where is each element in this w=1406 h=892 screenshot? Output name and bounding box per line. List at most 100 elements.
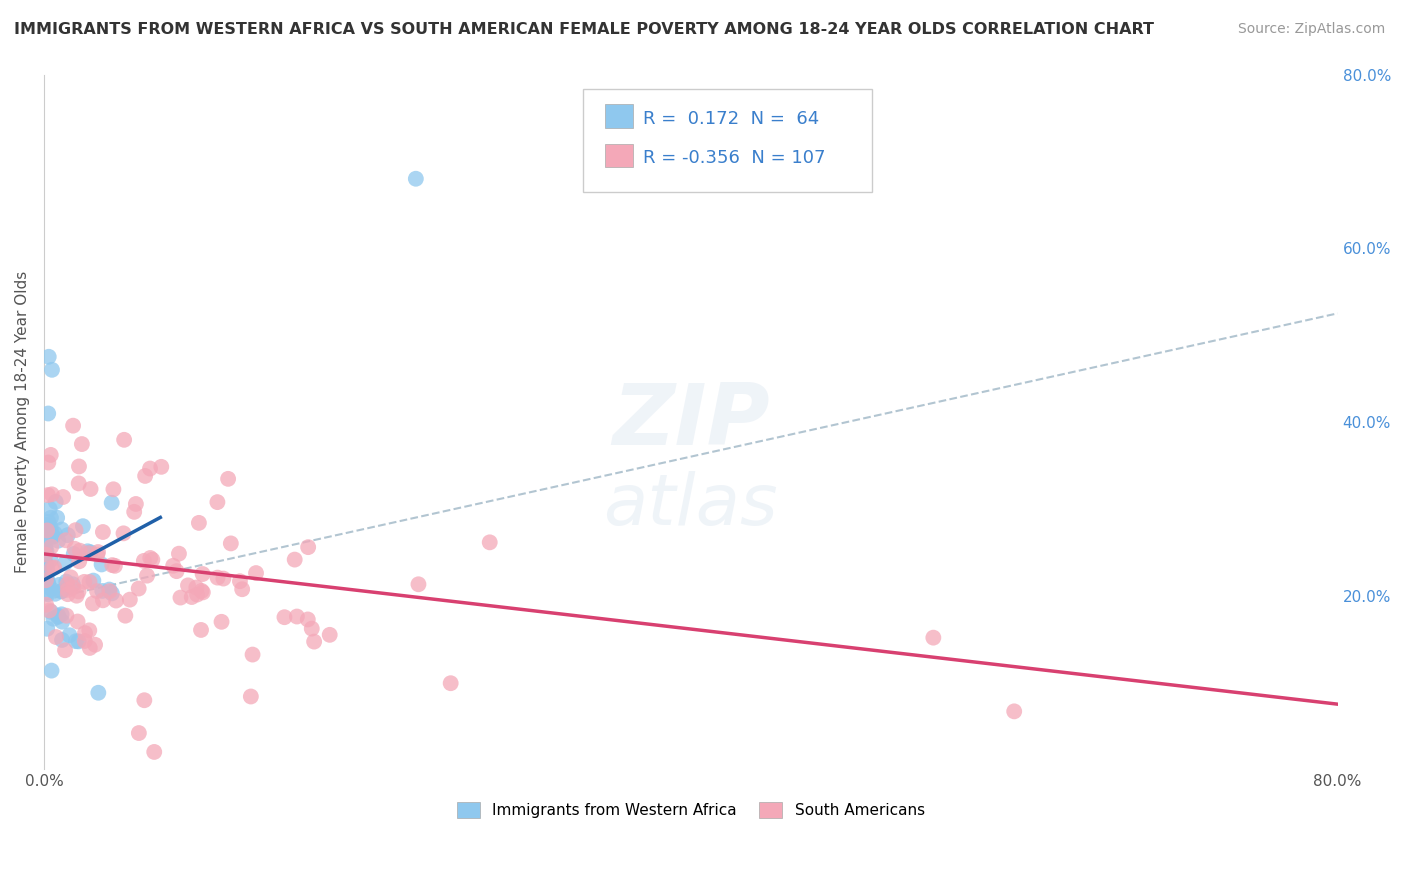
South Americans — [91, 524, 114, 539]
South Americans — [301, 622, 323, 636]
South Americans — [55, 608, 77, 623]
South Americans — [77, 546, 100, 560]
South Americans — [166, 564, 188, 578]
Immigrants from Western Africa — [46, 510, 69, 524]
Immigrants from Western Africa — [39, 553, 62, 567]
Immigrants from Western Africa — [37, 576, 59, 591]
Immigrants from Western Africa — [46, 533, 69, 548]
South Americans — [245, 566, 267, 580]
Immigrants from Western Africa — [35, 544, 58, 558]
South Americans — [39, 448, 62, 462]
South Americans — [167, 547, 190, 561]
Immigrants from Western Africa — [39, 510, 62, 524]
Immigrants from Western Africa — [38, 515, 60, 529]
Y-axis label: Female Poverty Among 18-24 Year Olds: Female Poverty Among 18-24 Year Olds — [15, 271, 30, 573]
South Americans — [186, 581, 208, 595]
South Americans — [191, 585, 214, 599]
South Americans — [65, 589, 87, 603]
South Americans — [56, 582, 79, 597]
Immigrants from Western Africa — [91, 583, 114, 598]
South Americans — [98, 584, 121, 599]
South Americans — [285, 609, 308, 624]
Immigrants from Western Africa — [46, 608, 69, 623]
South Americans — [79, 640, 101, 655]
South Americans — [134, 469, 156, 483]
South Americans — [56, 587, 79, 601]
Immigrants from Western Africa — [90, 558, 112, 572]
South Americans — [134, 693, 156, 707]
Immigrants from Western Africa — [44, 587, 66, 601]
South Americans — [112, 433, 135, 447]
South Americans — [105, 593, 128, 607]
Immigrants from Western Africa — [46, 610, 69, 624]
South Americans — [73, 626, 96, 640]
Immigrants from Western Africa — [51, 584, 73, 599]
Immigrants from Western Africa — [53, 557, 76, 571]
Immigrants from Western Africa — [51, 615, 73, 629]
Immigrants from Western Africa — [35, 533, 58, 547]
South Americans — [35, 598, 58, 612]
South Americans — [73, 634, 96, 648]
South Americans — [104, 558, 127, 573]
Immigrants from Western Africa — [72, 519, 94, 533]
Immigrants from Western Africa — [39, 605, 62, 619]
Immigrants from Western Africa — [55, 574, 77, 589]
South Americans — [319, 628, 342, 642]
South Americans — [118, 592, 141, 607]
Immigrants from Western Africa — [62, 577, 84, 591]
Immigrants from Western Africa — [37, 517, 59, 532]
Immigrants from Western Africa — [38, 501, 60, 516]
South Americans — [139, 461, 162, 475]
South Americans — [478, 535, 501, 549]
South Americans — [56, 577, 79, 591]
South Americans — [79, 482, 101, 496]
South Americans — [162, 558, 184, 573]
South Americans — [114, 608, 136, 623]
South Americans — [79, 624, 101, 638]
Immigrants from Western Africa — [51, 584, 73, 599]
South Americans — [86, 548, 108, 562]
South Americans — [150, 459, 173, 474]
South Americans — [177, 578, 200, 592]
South Americans — [211, 615, 233, 629]
South Americans — [217, 472, 239, 486]
Immigrants from Western Africa — [34, 556, 56, 570]
Immigrants from Western Africa — [405, 171, 427, 186]
Immigrants from Western Africa — [56, 528, 79, 542]
Text: R = -0.356  N = 107: R = -0.356 N = 107 — [643, 149, 825, 167]
Immigrants from Western Africa — [38, 350, 60, 364]
South Americans — [191, 567, 214, 582]
South Americans — [91, 593, 114, 607]
South Americans — [122, 505, 145, 519]
South Americans — [63, 541, 86, 556]
South Americans — [190, 583, 212, 598]
Legend: Immigrants from Western Africa, South Americans: Immigrants from Western Africa, South Am… — [451, 796, 931, 824]
South Americans — [187, 516, 209, 530]
Immigrants from Western Africa — [37, 585, 59, 599]
Immigrants from Western Africa — [65, 634, 87, 648]
Immigrants from Western Africa — [34, 558, 56, 572]
South Americans — [67, 476, 90, 491]
South Americans — [219, 536, 242, 550]
Immigrants from Western Africa — [101, 586, 124, 600]
Immigrants from Western Africa — [34, 524, 56, 539]
South Americans — [273, 610, 295, 624]
Immigrants from Western Africa — [79, 545, 101, 559]
South Americans — [67, 554, 90, 568]
South Americans — [297, 540, 319, 554]
South Americans — [62, 418, 84, 433]
South Americans — [229, 574, 252, 589]
Immigrants from Western Africa — [44, 526, 66, 541]
Immigrants from Western Africa — [62, 547, 84, 561]
South Americans — [128, 726, 150, 740]
South Americans — [408, 577, 430, 591]
South Americans — [44, 560, 66, 574]
Immigrants from Western Africa — [51, 632, 73, 647]
Immigrants from Western Africa — [41, 363, 63, 377]
South Americans — [53, 643, 76, 657]
South Americans — [70, 437, 93, 451]
Text: atlas: atlas — [603, 471, 778, 540]
Text: Source: ZipAtlas.com: Source: ZipAtlas.com — [1237, 22, 1385, 37]
Immigrants from Western Africa — [42, 529, 65, 543]
South Americans — [239, 690, 262, 704]
